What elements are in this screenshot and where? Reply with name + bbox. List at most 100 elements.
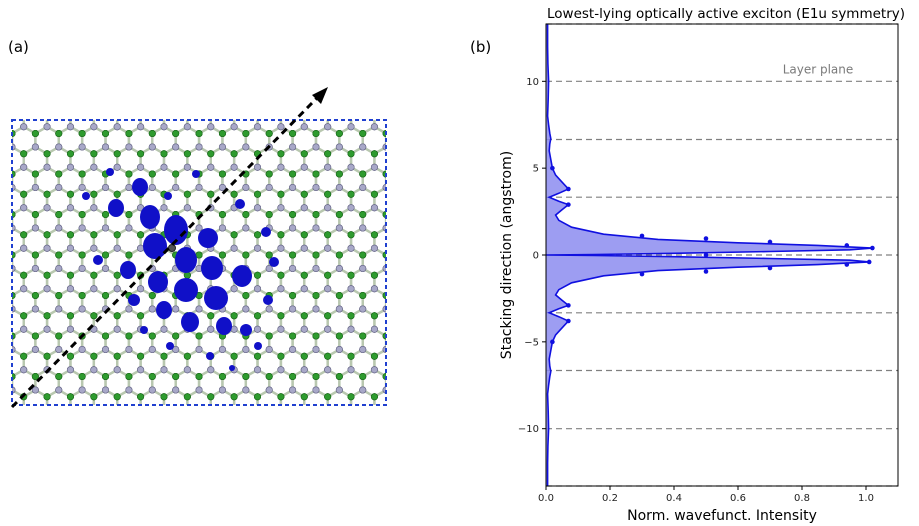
boron-atom [126,414,132,420]
data-point [566,186,571,192]
boron-atom [395,394,401,400]
boron-atom [242,251,250,259]
boron-atom [137,352,145,360]
lattice-bond [141,410,153,417]
boron-atom [9,414,15,420]
nitrogen-atom [265,264,273,272]
boron-atom [266,414,272,420]
nitrogen-atom [172,103,178,109]
boron-atom [102,90,108,96]
boron-atom [148,130,156,138]
nitrogen-atom [196,427,202,433]
nitrogen-atom [102,224,110,232]
lattice-bond [304,107,316,114]
nitrogen-atom [313,427,319,433]
boron-atom [161,434,167,440]
boron-atom [312,251,320,259]
nitrogen-atom [336,103,342,109]
boron-atom [277,352,285,360]
nitrogen-atom [55,264,63,272]
nitrogen-atom [91,407,97,413]
exciton-density-blob [174,278,198,302]
nitrogen-atom [126,103,132,109]
nitrogen-atom [125,345,133,353]
boron-atom [137,231,145,239]
boron-atom [371,110,377,116]
nitrogen-atom [336,427,342,433]
boron-atom [278,110,284,116]
boron-atom [395,110,401,116]
lattice-bond [187,107,199,114]
nitrogen-atom [347,123,355,131]
nitrogen-atom [395,83,401,89]
lattice-bond [316,107,328,114]
boron-atom [278,110,284,116]
nitrogen-atom [312,224,320,232]
lattice-bond [351,431,363,438]
nitrogen-atom [289,103,295,109]
boron-atom [183,393,191,401]
boron-atom [125,332,133,340]
lattice-bond [12,107,24,114]
boron-atom [102,414,108,420]
nitrogen-atom [125,184,133,192]
nitrogen-atom [312,184,320,192]
exciton-density-blob [140,205,160,229]
boron-atom [44,110,50,116]
exciton-density-blob [108,199,124,217]
lattice-bond [398,410,410,417]
lattice-bond [385,132,386,134]
nitrogen-atom [360,427,366,433]
lattice-bond [12,147,13,149]
boron-atom [360,90,366,96]
nitrogen-atom [44,83,50,89]
nitrogen-atom [31,345,39,353]
boron-atom [78,211,86,219]
boron-atom [243,414,249,420]
boron-atom [67,110,73,116]
lattice-bond [117,107,129,114]
nitrogen-atom [126,427,132,433]
boron-atom [265,130,273,138]
boron-atom [231,110,237,116]
lattice-bond [12,187,13,189]
boron-atom [230,150,238,158]
boron-atom [172,90,178,96]
data-point [566,318,571,324]
boron-atom [20,434,26,440]
boron-atom [102,372,110,380]
boron-atom [312,291,320,299]
nitrogen-atom [208,83,214,89]
nitrogen-atom [371,407,377,413]
lattice-bond [386,431,398,438]
boron-atom [395,353,401,359]
lattice-bond [398,208,410,215]
boron-atom [0,272,4,278]
lattice-bond [129,107,141,114]
boron-atom [266,90,272,96]
boron-atom [348,110,354,116]
boron-atom [126,90,132,96]
lattice-bond [12,147,13,149]
boron-atom [265,211,273,219]
lattice-bond [12,132,13,134]
lattice-bond [0,431,12,438]
nitrogen-atom [208,407,214,413]
nitrogen-atom [370,244,378,252]
lattice-bond [246,107,258,114]
nitrogen-atom [312,345,320,353]
lattice-bond [12,213,13,215]
boron-atom [66,312,74,320]
lattice-bond [0,410,12,417]
nitrogen-atom [219,427,225,433]
lattice-bond [12,294,13,296]
nitrogen-atom [66,123,74,131]
lattice-bond [94,410,106,417]
boron-atom [254,393,262,401]
lattice-bond [0,86,12,93]
lattice-bond [269,86,281,93]
boron-atom [359,211,367,219]
nitrogen-atom [20,163,28,171]
exciton-density-blob [82,192,90,200]
boron-atom [266,414,272,420]
